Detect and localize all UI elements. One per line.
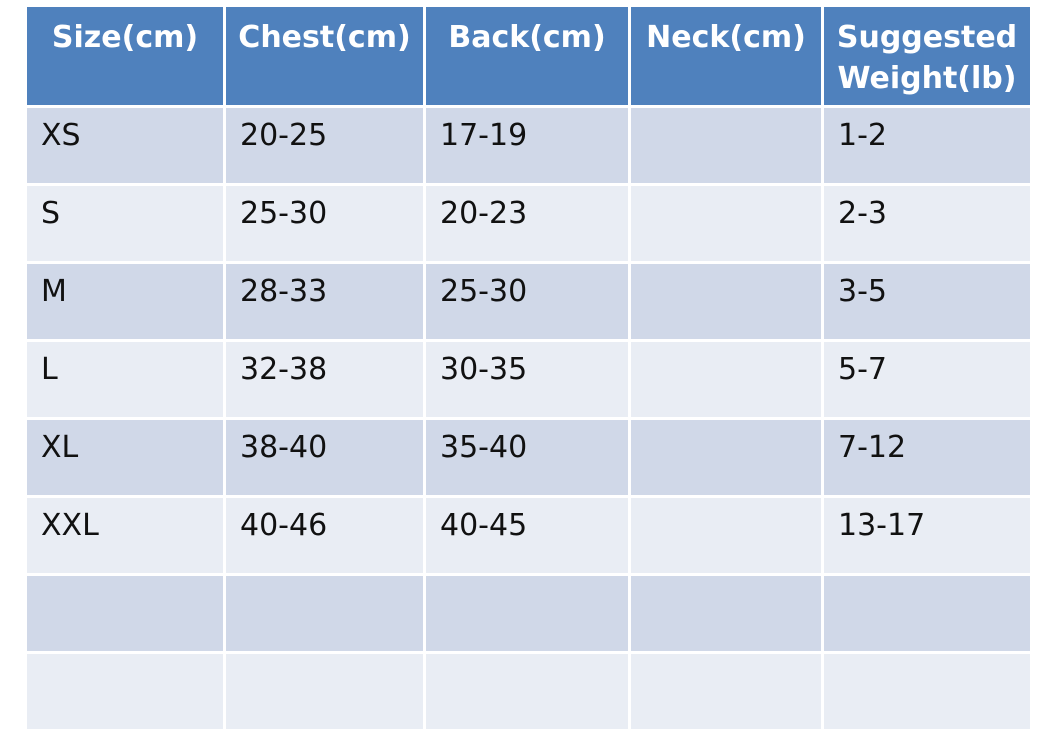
table-row: XS 20-25 17-19 1-2: [27, 108, 1030, 183]
cell-weight: 2-3: [824, 186, 1030, 261]
cell-neck: [631, 264, 821, 339]
cell-size: M: [27, 264, 223, 339]
cell-size: XL: [27, 420, 223, 495]
cell-neck: [631, 342, 821, 417]
cell-chest: 20-25: [226, 108, 423, 183]
header-back: Back(cm): [426, 7, 628, 105]
cell-chest: 40-46: [226, 498, 423, 573]
cell-weight: 5-7: [824, 342, 1030, 417]
cell-size: L: [27, 342, 223, 417]
cell-size: S: [27, 186, 223, 261]
cell-weight: 7-12: [824, 420, 1030, 495]
cell-back: 25-30: [426, 264, 628, 339]
table-row-empty: [27, 576, 1030, 651]
cell-weight: 13-17: [824, 498, 1030, 573]
table-row-empty: [27, 654, 1030, 729]
table-row: S 25-30 20-23 2-3: [27, 186, 1030, 261]
cell-size: [27, 576, 223, 651]
cell-neck: [631, 576, 821, 651]
header-row: Size(cm) Chest(cm) Back(cm) Neck(cm) Sug…: [27, 7, 1030, 105]
cell-back: 35-40: [426, 420, 628, 495]
size-chart-table: Size(cm) Chest(cm) Back(cm) Neck(cm) Sug…: [24, 4, 1033, 732]
cell-back: [426, 654, 628, 729]
cell-chest: 28-33: [226, 264, 423, 339]
cell-chest: 32-38: [226, 342, 423, 417]
cell-size: XS: [27, 108, 223, 183]
cell-back: 17-19: [426, 108, 628, 183]
cell-chest: 38-40: [226, 420, 423, 495]
table-row: XL 38-40 35-40 7-12: [27, 420, 1030, 495]
cell-weight: 3-5: [824, 264, 1030, 339]
cell-neck: [631, 108, 821, 183]
cell-neck: [631, 186, 821, 261]
header-size: Size(cm): [27, 7, 223, 105]
cell-chest: 25-30: [226, 186, 423, 261]
cell-back: 20-23: [426, 186, 628, 261]
cell-size: XXL: [27, 498, 223, 573]
table-row: XXL 40-46 40-45 13-17: [27, 498, 1030, 573]
cell-weight: 1-2: [824, 108, 1030, 183]
cell-back: 40-45: [426, 498, 628, 573]
cell-size: [27, 654, 223, 729]
cell-chest: [226, 576, 423, 651]
table-row: M 28-33 25-30 3-5: [27, 264, 1030, 339]
cell-back: [426, 576, 628, 651]
header-suggested-weight: Suggested Weight(lb): [824, 7, 1030, 105]
cell-weight: [824, 654, 1030, 729]
cell-chest: [226, 654, 423, 729]
header-chest: Chest(cm): [226, 7, 423, 105]
table-row: L 32-38 30-35 5-7: [27, 342, 1030, 417]
cell-back: 30-35: [426, 342, 628, 417]
cell-neck: [631, 654, 821, 729]
cell-neck: [631, 498, 821, 573]
cell-neck: [631, 420, 821, 495]
header-neck: Neck(cm): [631, 7, 821, 105]
cell-weight: [824, 576, 1030, 651]
